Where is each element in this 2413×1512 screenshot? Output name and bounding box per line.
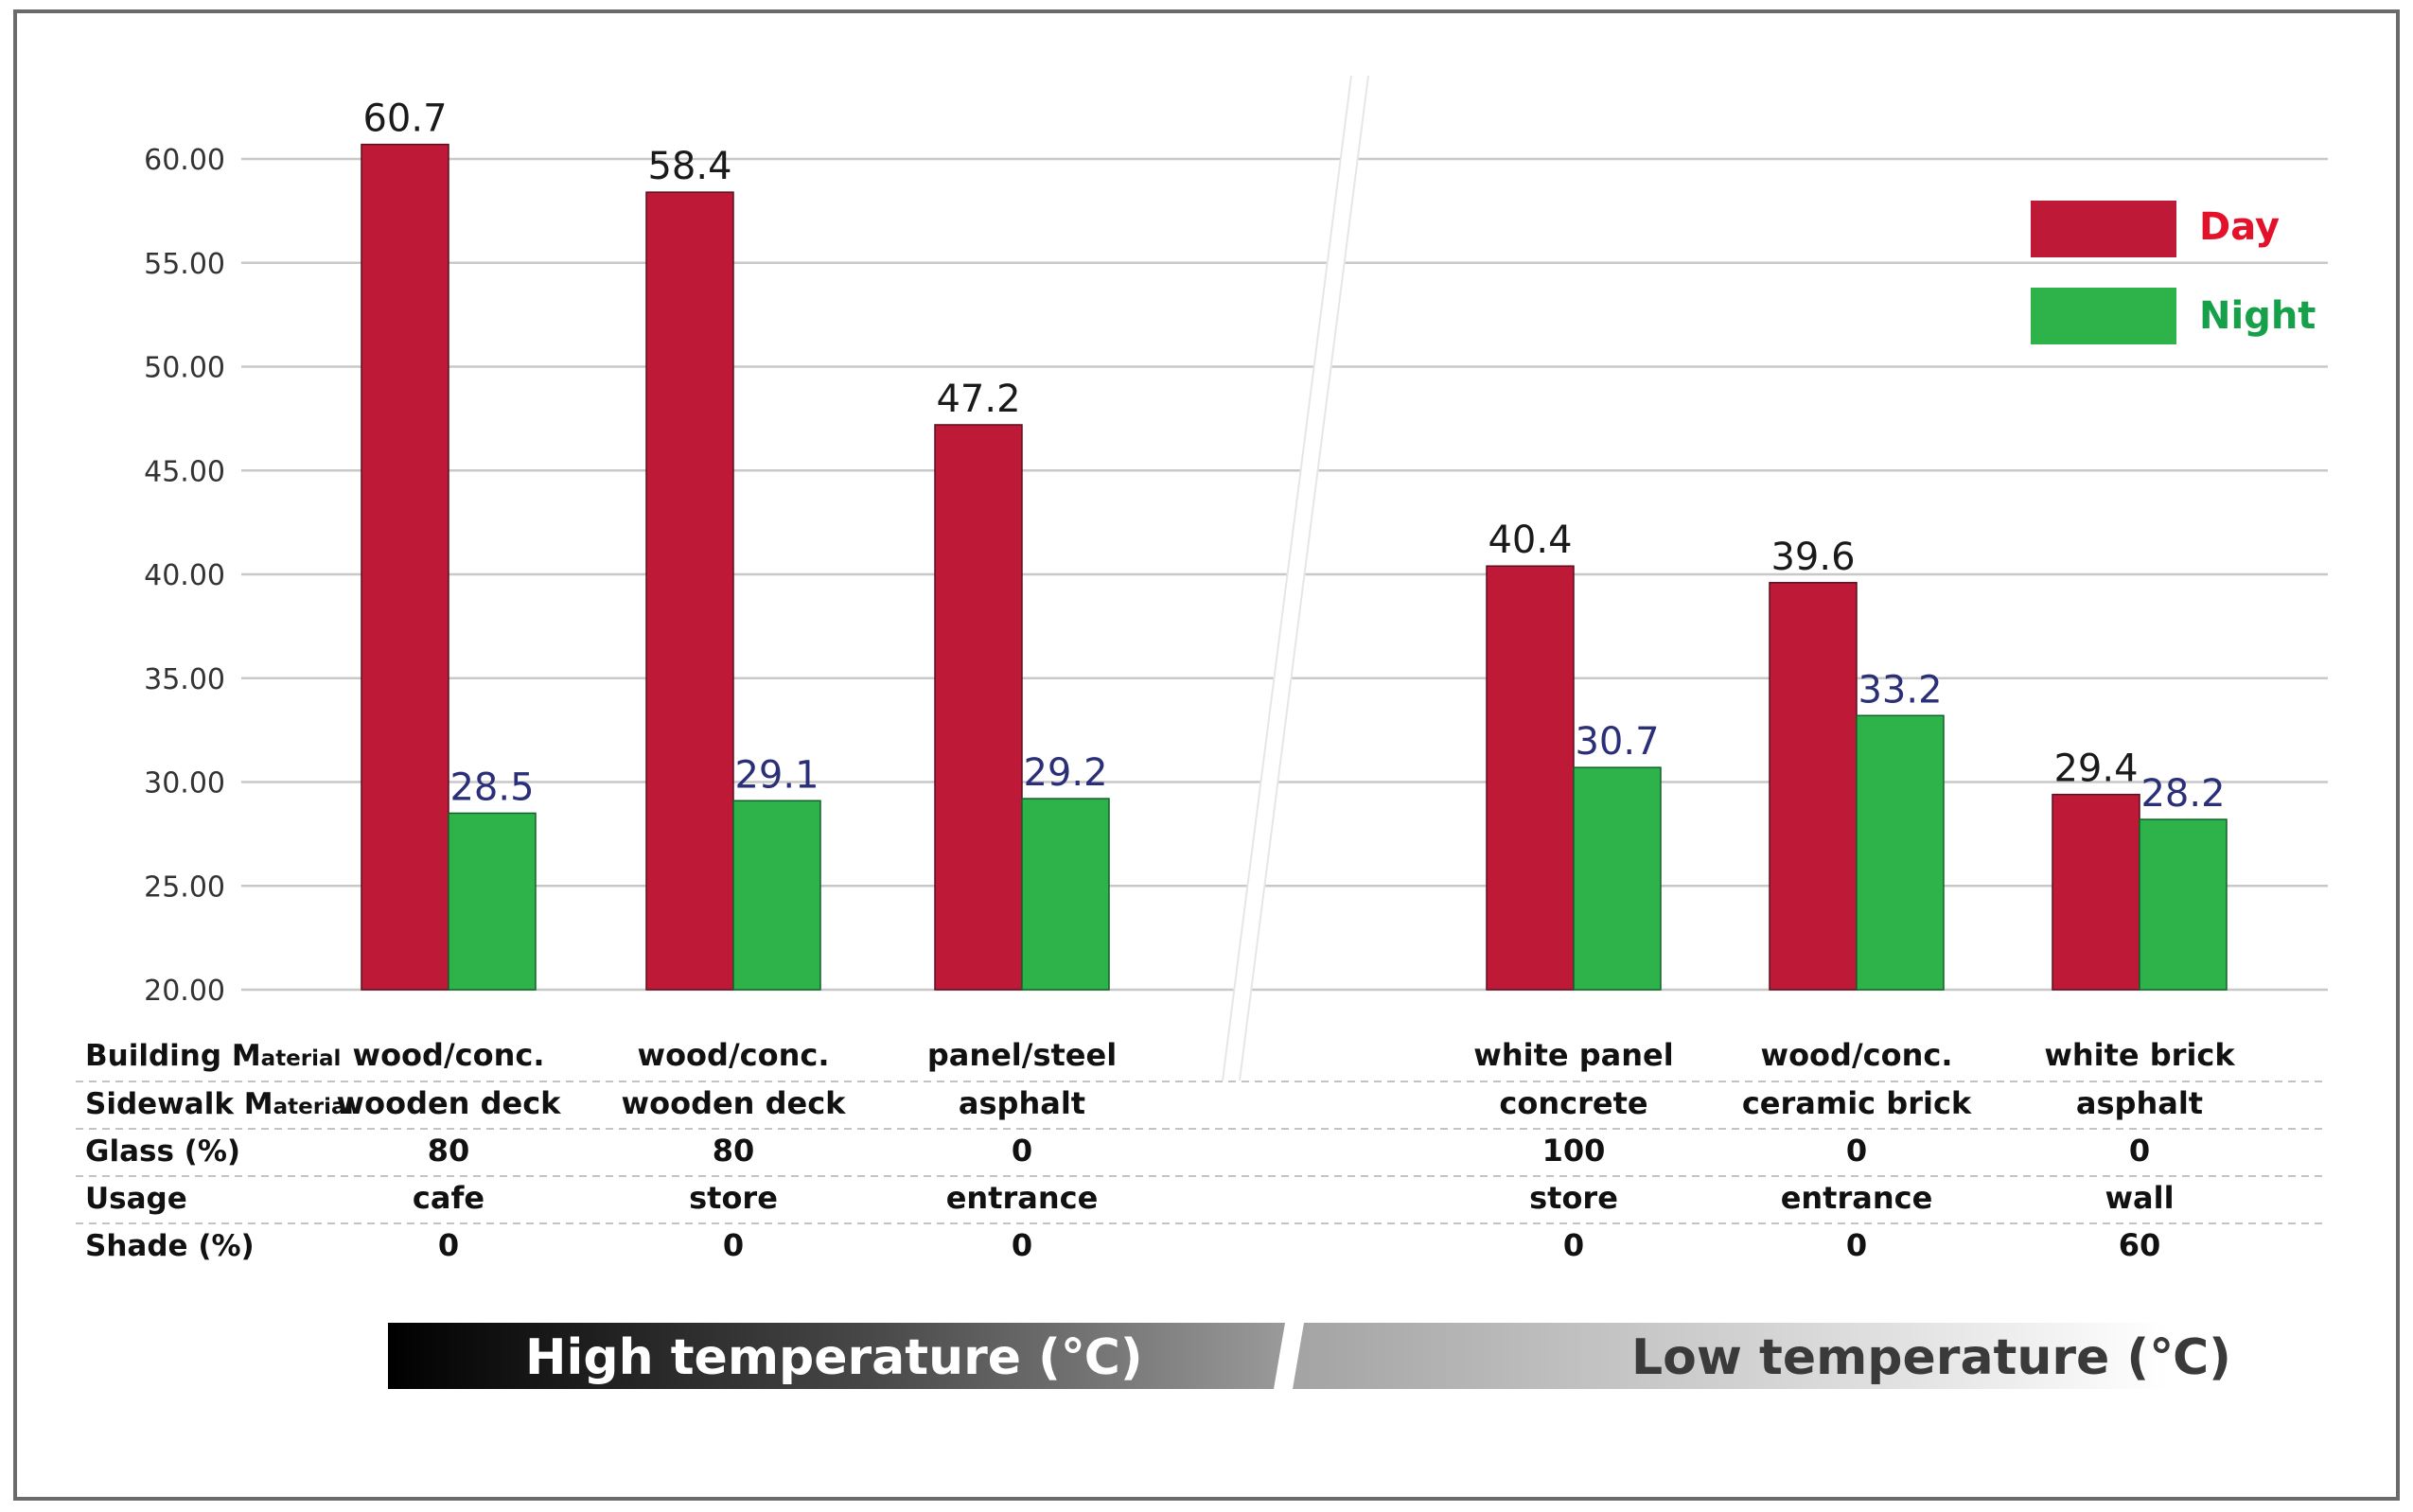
night-value-label: 28.2 [2140,772,2225,816]
gridlines [241,157,2328,992]
bar-day [645,191,734,991]
table-cell: 60 [2119,1227,2161,1263]
table-cell: wall [2105,1180,2174,1216]
table-cell: 80 [713,1133,755,1169]
table-cell: asphalt [959,1085,1085,1121]
table-row-label: Usage [85,1182,187,1216]
y-tick-label: 55.00 [144,248,225,281]
table-cell: ceramic brick [1742,1085,1972,1121]
bar-day [1769,582,1858,991]
night-value-label: 29.1 [734,753,819,797]
legend-night-label: Night [2199,294,2316,338]
night-value-label: 33.2 [1858,668,1942,712]
bar-day [934,424,1023,991]
high-temperature-label: High temperature (℃) [525,1329,1143,1386]
y-tick-label: 40.00 [144,559,225,592]
bar-night [1573,766,1662,991]
table-cell: 0 [1012,1133,1032,1169]
night-value-label: 29.2 [1023,751,1107,795]
legend-day-swatch [2031,201,2176,257]
day-value-label: 60.7 [362,97,447,141]
table-cell: wooden deck [337,1085,562,1121]
table-cell: concrete [1499,1085,1647,1121]
night-value-label: 30.7 [1575,720,1659,764]
y-tick-label: 35.00 [144,663,225,696]
attribute-table: Building Material Sidewalk Material Glass … [76,1037,2328,1263]
night-value-label: 28.5 [449,765,534,809]
table-cell: cafe [413,1180,484,1216]
low-temperature-band: Low temperature (℃) [1293,1323,2231,1389]
bar-day [1486,565,1575,991]
day-value-label: 29.4 [2053,747,2138,791]
table-cell: entrance [1781,1180,1933,1216]
y-tick-label: 45.00 [144,455,225,488]
bars [361,143,2228,991]
y-tick-label: 20.00 [144,975,225,1008]
table-cell: 100 [1542,1133,1606,1169]
table-cell: store [689,1180,778,1216]
day-value-label: 40.4 [1488,519,1572,562]
legend-day-label: Day [2199,205,2280,249]
bar-day [361,143,449,991]
day-value-label: 47.2 [936,378,1020,421]
bar-night [732,800,821,991]
y-tick-label: 50.00 [144,352,225,385]
table-cell: 0 [1846,1133,1867,1169]
low-temperature-label: Low temperature (℃) [1631,1329,2231,1386]
bar-night [448,812,537,991]
table-cell: 0 [1563,1227,1584,1263]
table-cell: white panel [1473,1037,1673,1073]
legend-night-swatch [2031,288,2176,344]
table-row-label: Sidewalk Material [85,1087,353,1121]
y-tick-label: 60.00 [144,144,225,177]
table-cell: wood/conc. [353,1037,545,1073]
table-cell: store [1529,1180,1618,1216]
table-cell: 0 [438,1227,459,1263]
y-axis: 20.00 25.00 30.00 35.00 40.00 45.00 50.00 55.00… [144,144,225,1008]
axis-break [1222,75,1369,1081]
bar-night [2139,818,2228,991]
table-cell: wood/conc. [1761,1037,1953,1073]
bar-day [2052,793,2140,991]
table-cell: 0 [1012,1227,1032,1263]
table-cell: asphalt [2076,1085,2203,1121]
figure-frame [13,9,2400,1501]
table-row-label: Building Material [85,1039,341,1073]
day-value-label: 39.6 [1770,536,1855,579]
bar-night [1021,798,1110,991]
y-tick-label: 30.00 [144,767,225,800]
bar-night [1856,714,1945,991]
data-labels: 60.7 28.5 58.4 29.1 47.2 29.2 40.4 30.7 39.6 33.2… [362,97,2225,816]
day-value-label: 58.4 [647,145,731,188]
table-cell: panel/steel [927,1037,1117,1073]
table-row-label: Shade (%) [85,1229,255,1263]
legend: Day Night [2031,201,2316,344]
table-cell: wooden deck [622,1085,847,1121]
y-tick-label: 25.00 [144,870,225,904]
table-cell: entrance [946,1180,1099,1216]
table-cell: white brick [2044,1037,2235,1073]
table-row-label: Glass (%) [85,1134,240,1169]
table-cell: 80 [428,1133,470,1169]
high-temperature-band: High temperature (℃) [388,1323,1285,1389]
table-cell: 0 [723,1227,744,1263]
table-cell: 0 [1846,1227,1867,1263]
table-cell: wood/conc. [638,1037,830,1073]
table-cell: 0 [2129,1133,2150,1169]
